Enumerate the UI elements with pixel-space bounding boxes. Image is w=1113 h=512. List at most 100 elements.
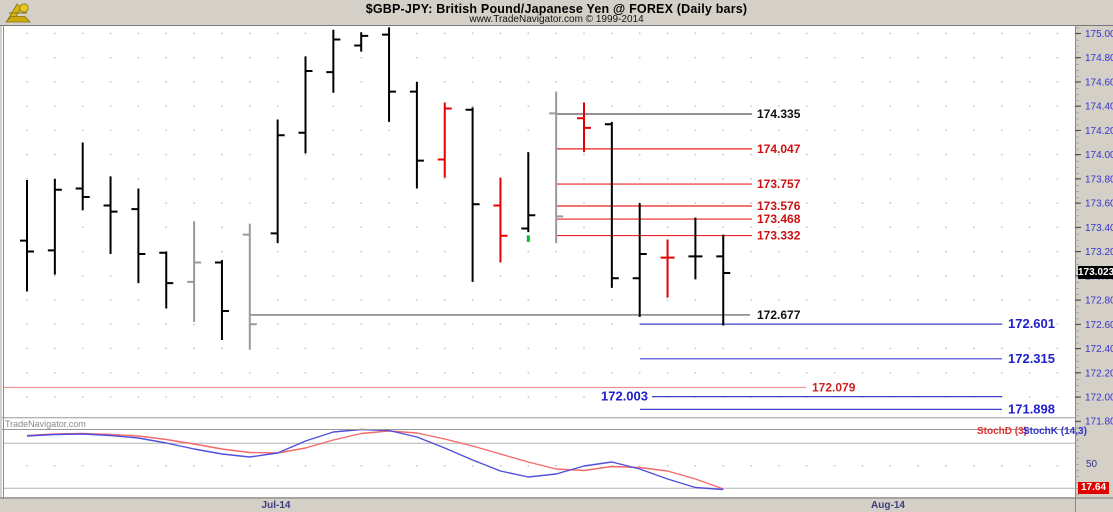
price-level-label: 174.335 [757, 107, 801, 121]
grid-dot [750, 274, 752, 277]
grid-dot [53, 32, 56, 35]
ohlc-bar[interactable] [632, 203, 647, 318]
grid-dot [917, 32, 920, 35]
grid-dot [165, 347, 168, 350]
ohlc-bar[interactable] [187, 221, 202, 322]
price-level-label: 173.468 [757, 212, 801, 226]
grid-dot [332, 371, 335, 374]
ohlc-bar[interactable] [577, 102, 591, 153]
grid-dot [889, 347, 892, 350]
grid-dot [889, 80, 892, 83]
yaxis-price-label: 173.800 [1085, 174, 1113, 185]
ohlc-bar[interactable] [326, 29, 341, 93]
grid-dot [165, 129, 168, 132]
grid-dot [53, 80, 56, 83]
grid-dot [1028, 323, 1031, 326]
grid-dot [276, 56, 279, 59]
grid-dot [81, 347, 84, 350]
ohlc-bar[interactable] [382, 27, 397, 122]
stochd-line[interactable] [26, 430, 724, 490]
grid-dot [917, 226, 920, 229]
grid-dot [583, 323, 585, 326]
stoch-mid-dot [81, 465, 84, 467]
ohlc-bar[interactable] [214, 260, 229, 341]
ohlc-bar[interactable] [298, 56, 313, 154]
ohlc-bar[interactable] [493, 177, 508, 263]
grid-dot [610, 347, 613, 350]
grid-dot [583, 299, 585, 301]
grid-dot [1000, 371, 1003, 374]
stochk-legend-label[interactable]: StochK (14,3) [1023, 426, 1087, 437]
grid-dot [861, 105, 864, 108]
stoch-mid-dot [973, 465, 975, 467]
stochd-legend-label[interactable]: StochD (3) [977, 426, 1027, 437]
grid-dot [276, 80, 279, 83]
grid-dot [750, 129, 752, 132]
ohlc-bar[interactable] [660, 239, 675, 298]
grid-dot [1000, 56, 1003, 59]
grid-dot [499, 274, 502, 277]
grid-dot [471, 371, 474, 374]
stoch-mid-dot [1028, 465, 1031, 467]
yaxis-price-label: 172.200 [1085, 368, 1113, 379]
grid-dot [583, 396, 585, 398]
grid-dot [304, 153, 307, 156]
ohlc-bar[interactable] [437, 102, 452, 178]
grid-dot [416, 32, 418, 35]
ohlc-bar[interactable] [75, 142, 90, 211]
grid-dot [443, 396, 446, 398]
grid-dot [248, 32, 251, 35]
grid-dot [248, 105, 251, 108]
grid-dot [221, 250, 223, 253]
grid-dot [416, 396, 418, 398]
ohlc-bar[interactable] [47, 178, 62, 275]
grid-dot [499, 56, 502, 59]
grid-dot [638, 129, 641, 132]
grid-dot [443, 202, 446, 204]
ohlc-bar[interactable] [103, 176, 118, 254]
stoch-value-badge: 17.64 [1078, 482, 1109, 494]
grid-dot [833, 177, 836, 180]
grid-dot [555, 32, 558, 35]
grid-dot [332, 226, 335, 229]
ohlc-bar[interactable] [549, 91, 564, 244]
grid-dot [499, 129, 502, 132]
grid-dot [81, 299, 84, 301]
price-level-label: 171.898 [1008, 401, 1055, 416]
ohlc-bar[interactable] [354, 32, 369, 52]
grid-dot [583, 202, 585, 204]
grid-dot [137, 32, 140, 35]
grid-dot [1000, 347, 1003, 350]
ohlc-bar[interactable] [159, 251, 174, 309]
ohlc-bar[interactable] [521, 152, 536, 233]
ohlc-bar[interactable] [242, 223, 257, 350]
grid-dot [805, 250, 808, 253]
grid-dot [81, 323, 84, 326]
grid-dot [778, 226, 780, 229]
ohlc-bar[interactable] [716, 234, 731, 326]
grid-dot [165, 56, 168, 59]
ohlc-bar[interactable] [20, 180, 34, 292]
grid-dot [694, 347, 697, 350]
grid-dot [304, 371, 307, 374]
ohlc-bar[interactable] [465, 107, 480, 282]
grid-dot [81, 32, 84, 35]
grid-dot [304, 299, 307, 301]
grid-dot [1056, 274, 1059, 277]
ohlc-bar[interactable] [409, 81, 424, 189]
grid-dot [666, 347, 669, 350]
ohlc-bar[interactable] [604, 121, 619, 288]
grid-dot [193, 129, 196, 132]
grid-dot [722, 153, 725, 156]
ohlc-bar[interactable] [688, 217, 703, 280]
grid-dot [917, 347, 920, 350]
grid-dot [889, 56, 892, 59]
ohlc-bar[interactable] [131, 188, 146, 284]
grid-dot [694, 177, 697, 180]
grid-dot [1056, 32, 1059, 35]
grid-dot [1028, 80, 1031, 83]
grid-dot [193, 177, 196, 180]
ohlc-bar[interactable] [270, 119, 285, 244]
grid-dot [722, 177, 725, 180]
